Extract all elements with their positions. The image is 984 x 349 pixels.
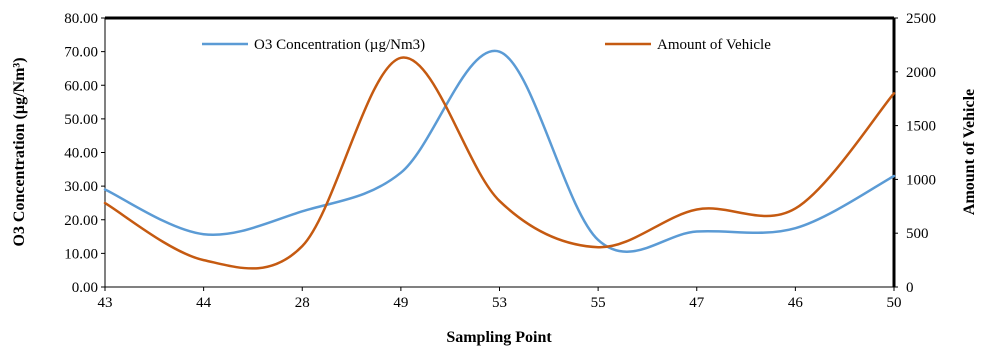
x-tick-label: 50 (887, 295, 902, 311)
legend-label-vehicle: Amount of Vehicle (657, 37, 771, 53)
left-tick-label: 50.00 (64, 112, 98, 128)
right-tick-label: 2000 (906, 65, 936, 81)
right-tick-label: 1500 (906, 119, 936, 135)
y-axis-title-left: O3 Concentration (µg/Nm³) (11, 57, 28, 246)
o3-concentration-line (103, 49, 896, 253)
left-axis-ticks: 0.00 10.00 20.00 30.00 40.00 50.00 60.00 70.00 8… (64, 11, 105, 296)
right-tick-label: 1000 (906, 172, 936, 188)
x-tick-label: 28 (295, 295, 310, 311)
x-tick-label: 49 (393, 295, 408, 311)
x-tick-label: 43 (98, 295, 113, 311)
y-axis-title-right: Amount of Vehicle (961, 89, 978, 215)
left-tick-label: 10.00 (64, 246, 98, 262)
x-axis-ticks: 43 44 28 49 53 55 47 46 50 (98, 287, 902, 311)
left-tick-label: 40.00 (64, 146, 98, 162)
right-tick-label: 0 (906, 280, 914, 296)
left-tick-label: 20.00 (64, 213, 98, 229)
left-tick-label: 70.00 (64, 45, 98, 61)
x-tick-label: 53 (492, 295, 507, 311)
x-tick-label: 44 (196, 295, 212, 311)
plot-area (104, 16, 896, 288)
right-axis-ticks: 0 500 1000 1500 2000 2500 (894, 11, 936, 296)
legend-label-o3: O3 Concentration (µg/Nm3) (254, 37, 425, 53)
right-tick-label: 2500 (906, 11, 936, 27)
series-layer (103, 49, 896, 270)
left-tick-label: 60.00 (64, 78, 98, 94)
left-tick-label: 30.00 (64, 179, 98, 195)
x-tick-label: 55 (591, 295, 606, 311)
left-tick-label: 80.00 (64, 11, 98, 27)
left-tick-label: 0.00 (72, 280, 98, 296)
x-tick-label: 47 (689, 295, 705, 311)
legend: O3 Concentration (µg/Nm3) Amount of Vehi… (202, 37, 771, 53)
vehicle-amount-line (103, 56, 896, 270)
right-tick-label: 500 (906, 226, 929, 242)
x-tick-label: 46 (788, 295, 804, 311)
x-axis-title: Sampling Point (446, 329, 552, 346)
